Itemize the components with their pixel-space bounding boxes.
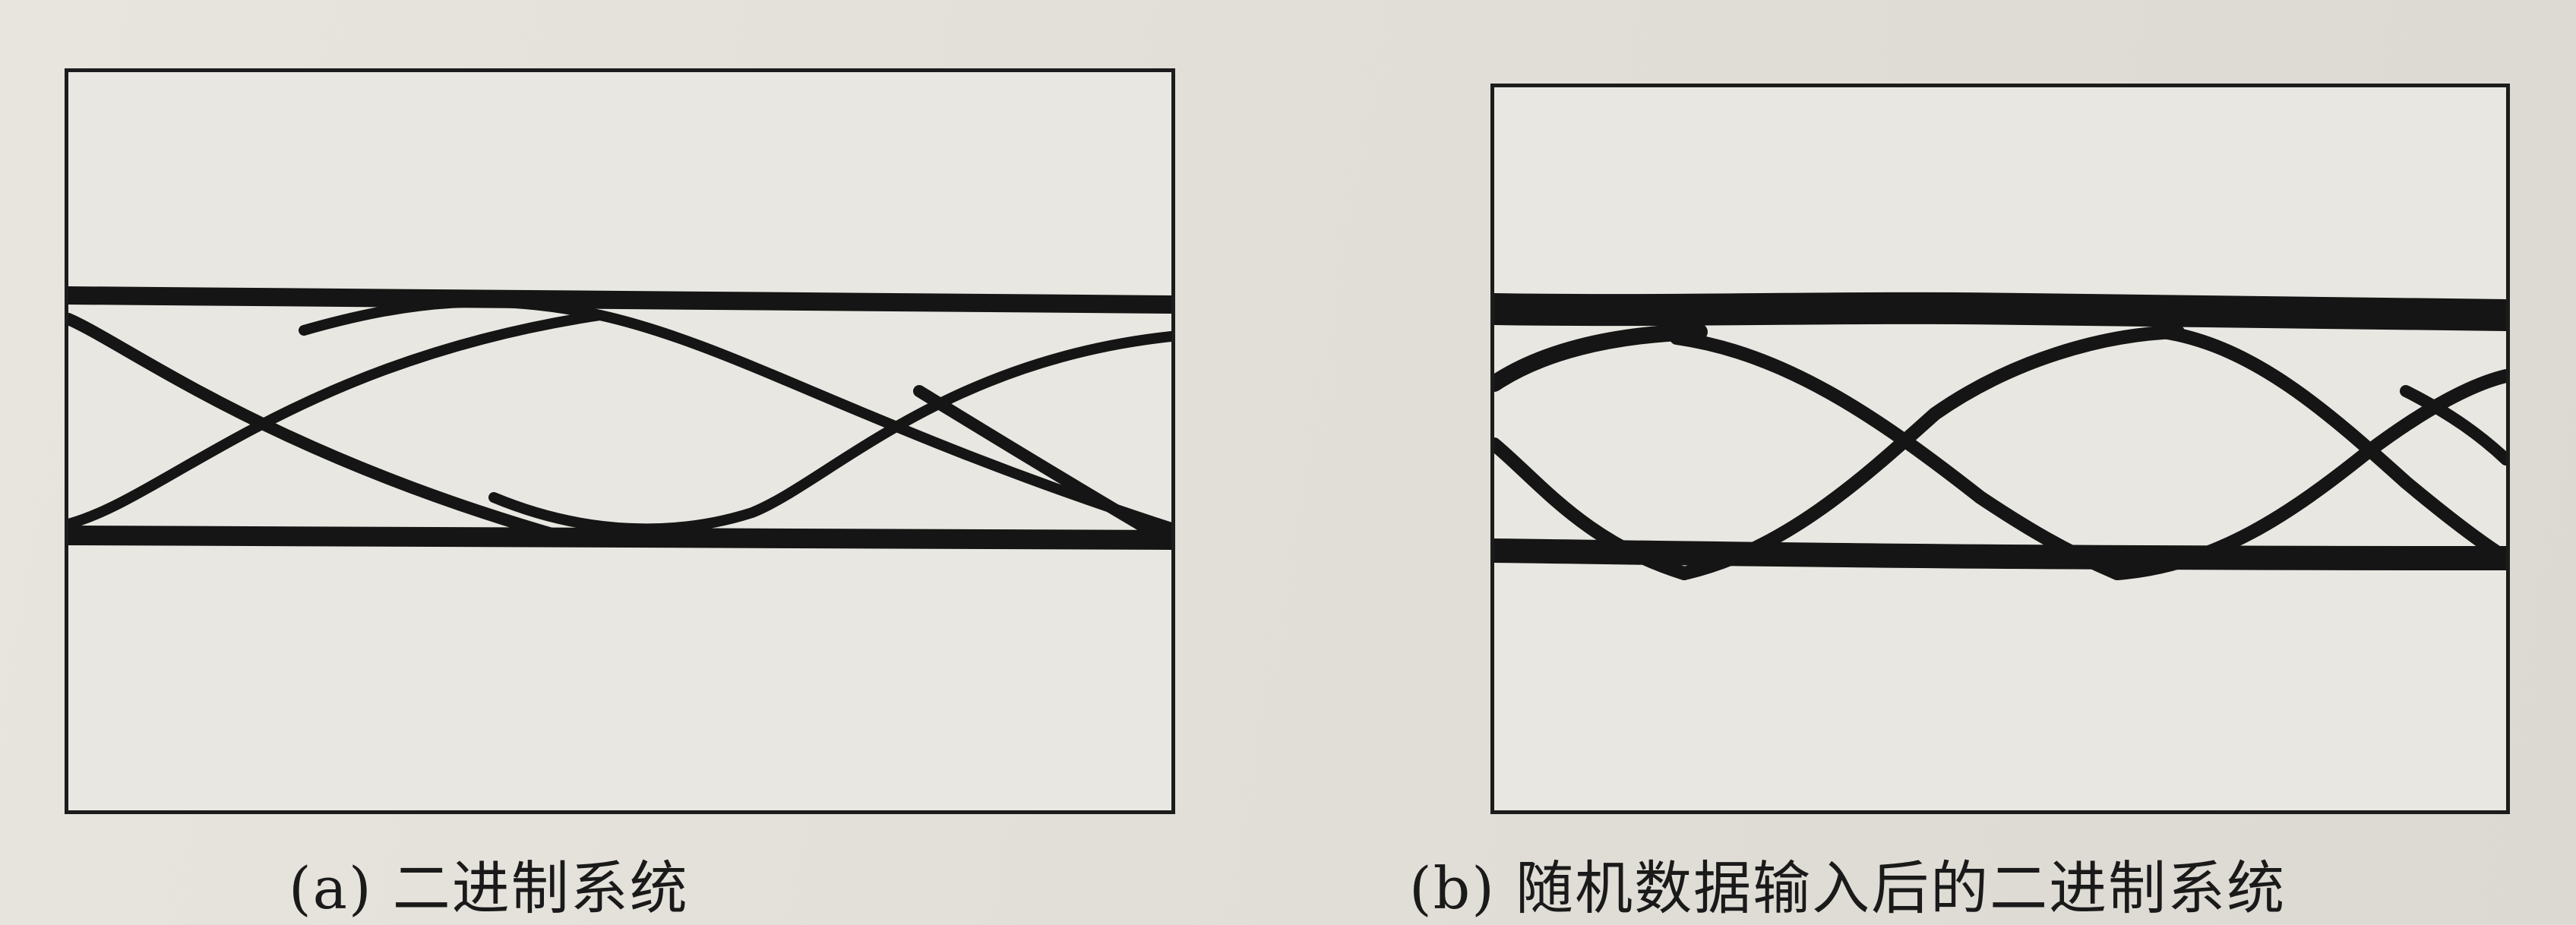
eye-diagram-panel-b — [1490, 84, 2510, 814]
lower-level-trace — [68, 525, 1171, 550]
eye-upper-arc — [2156, 325, 2506, 565]
eye-diagram-panel-a — [65, 68, 1175, 814]
falling-transition-1 — [68, 313, 568, 543]
eye-diagram-a — [68, 286, 1171, 550]
falling-transition-1 — [1494, 437, 1691, 580]
rising-transition-1 — [68, 310, 605, 529]
eye-lower-arc — [2110, 369, 2506, 580]
upper-level-trace — [68, 286, 1171, 314]
caption-panel-a: (a) 二进制系统 — [289, 854, 689, 922]
eye-lower-arc — [488, 331, 1171, 535]
rising-arc-left — [1494, 324, 1708, 392]
lower-level-trace — [1494, 538, 2506, 570]
upper-level-trace — [1494, 292, 2506, 331]
falling-transition-2 — [913, 385, 1171, 549]
eye-upper-arc — [299, 296, 1171, 533]
falling-transition-2 — [1670, 331, 2124, 580]
rising-transition-1 — [1677, 325, 2185, 580]
eye-diagram-b — [1494, 292, 2506, 580]
caption-panel-b: (b) 随机数据输入后的二进制系统 — [1409, 854, 2287, 922]
falling-tail-right — [2400, 385, 2506, 466]
